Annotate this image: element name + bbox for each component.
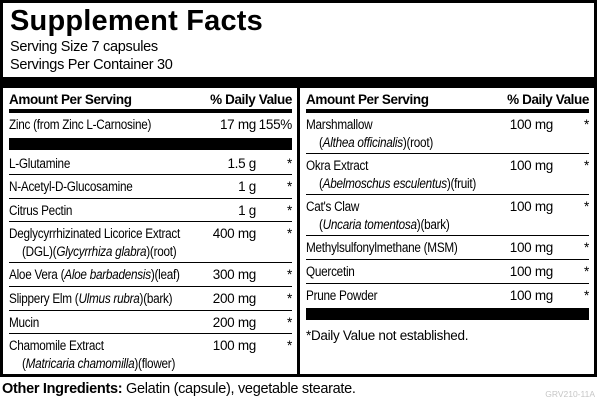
daily-value: * (287, 226, 292, 242)
nutrient-columns: Amount Per Serving % Daily Value Zinc (f… (3, 88, 594, 374)
amount-value: 200 mg (212, 290, 257, 306)
amount-value: 1 g (238, 179, 256, 195)
amount-header: Amount Per Serving (306, 92, 429, 108)
nutrient-name: N-Acetyl-D-Glucosamine (9, 179, 133, 195)
nutrient-name-line2: (Uncaria tomentosa)(bark) (319, 216, 450, 232)
daily-value: * (287, 202, 292, 218)
amount-value: 1.5 g (227, 155, 256, 171)
daily-value: * (584, 199, 589, 215)
top-divider-bar (3, 77, 594, 89)
product-code: GRV210-11A (545, 389, 595, 399)
nutrient-name: Marshmallow (Althea officinalis)(root) (306, 116, 499, 151)
nutrient-name: Methylsulfonylmethane (MSM) (306, 240, 458, 256)
nutrient-name: Cat's Claw (Uncaria tomentosa)(bark) (306, 198, 499, 233)
nutrient-row: Aloe Vera (Aloe barbadensis)(leaf) 300 mg… (9, 262, 292, 286)
amount-value: 400 mg (212, 226, 257, 242)
daily-value: 155% (258, 117, 293, 133)
daily-value: * (584, 240, 589, 256)
daily-value-header: % Daily Value (507, 92, 589, 108)
nutrient-name: Okra Extract (Abelmoschus esculentus)(fru… (306, 157, 499, 192)
daily-value: * (584, 158, 589, 174)
daily-value: * (584, 263, 589, 279)
left-column-rows: Zinc (from Zinc L-Carnosine) 17 mg 155% L-G… (9, 113, 292, 374)
section-bar (9, 137, 292, 150)
nutrient-row: Methylsulfonylmethane (MSM) 100 mg * (306, 235, 589, 259)
nutrient-name: Slippery Elm (Ulmus rubra)(bark) (9, 290, 173, 306)
nutrient-row: Mucin 200 mg * (9, 309, 292, 334)
amount-value: 100 mg (509, 117, 554, 133)
column-divider (297, 88, 300, 374)
daily-value-header: % Daily Value (210, 92, 292, 108)
daily-value: * (287, 267, 292, 283)
daily-value: * (287, 290, 292, 306)
nutrient-name-line2: (Abelmoschus esculentus)(fruit) (319, 175, 477, 191)
amount-value: 100 mg (509, 287, 554, 303)
left-column-header: Amount Per Serving % Daily Value (9, 88, 292, 114)
nutrient-row: Zinc (from Zinc L-Carnosine) 17 mg 155% (9, 113, 292, 136)
nutrient-name: Aloe Vera (Aloe barbadensis)(leaf) (9, 267, 180, 283)
panel-head: Supplement Facts Serving Size 7 capsules… (3, 3, 594, 74)
right-column-header: Amount Per Serving % Daily Value (306, 88, 589, 114)
right-column: Amount Per Serving % Daily Value Marshma… (300, 88, 594, 374)
nutrient-name-line2: (DGL)(Glycyrrhiza glabra)(root) (22, 243, 177, 259)
daily-value: * (287, 179, 292, 195)
nutrient-row: Deglycyrrhizinated Licorice Extract (DGL)… (9, 221, 292, 262)
right-column-rows: Marshmallow (Althea officinalis)(root) 100… (306, 113, 589, 343)
nutrient-name: Quercetin (306, 263, 355, 279)
amount-value: 300 mg (212, 267, 257, 283)
section-bar (306, 308, 589, 321)
nutrient-name: Zinc (from Zinc L-Carnosine) (9, 117, 152, 133)
nutrient-row: Prune Powder 100 mg * (306, 282, 589, 307)
amount-value: 100 mg (509, 263, 554, 279)
servings-per-container-line: Servings Per Container 30 (10, 57, 173, 74)
left-column: Amount Per Serving % Daily Value Zinc (f… (3, 88, 297, 374)
amount-value: 100 mg (212, 338, 257, 354)
nutrient-name: Prune Powder (306, 287, 378, 303)
amount-value: 200 mg (212, 314, 257, 330)
amount-value: 17 mg (219, 117, 256, 133)
nutrient-name: Citrus Pectin (9, 202, 73, 218)
serving-size-line: Serving Size 7 capsules (10, 38, 158, 55)
amount-value: 1 g (238, 202, 256, 218)
facts-panel: Supplement Facts Serving Size 7 capsules… (0, 0, 597, 377)
daily-value: * (287, 155, 292, 171)
nutrient-row: Okra Extract (Abelmoschus esculentus)(fru… (306, 153, 589, 194)
nutrient-name: Deglycyrrhizinated Licorice Extract (DGL)… (9, 225, 202, 260)
daily-value: * (287, 314, 292, 330)
nutrient-name: Chamomile Extract (Matricaria chamomilla)… (9, 337, 202, 372)
amount-value: 100 mg (509, 240, 554, 256)
nutrient-row: Chamomile Extract (Matricaria chamomilla)… (9, 333, 292, 374)
daily-value: * (584, 117, 589, 133)
dv-footnote: *Daily Value not established. (306, 328, 469, 344)
daily-value: * (287, 338, 292, 354)
amount-value: 100 mg (509, 158, 554, 174)
nutrient-name-line2: (Althea officinalis)(root) (319, 134, 433, 150)
nutrient-row: N-Acetyl-D-Glucosamine 1 g * (9, 174, 292, 198)
nutrient-name-line2: (Matricaria chamomilla)(flower) (22, 355, 176, 371)
nutrient-row: L-Glutamine 1.5 g * (9, 152, 292, 175)
panel-title: Supplement Facts (10, 5, 263, 37)
other-ingredients-label: Other Ingredients: (2, 381, 123, 397)
nutrient-row: Citrus Pectin 1 g * (9, 197, 292, 222)
daily-value: * (584, 287, 589, 303)
other-ingredients-text: Gelatin (capsule), vegetable stearate. (122, 381, 356, 397)
nutrient-row: Cat's Claw (Uncaria tomentosa)(bark) 100 m… (306, 194, 589, 235)
amount-value: 100 mg (509, 199, 554, 215)
nutrient-row: Quercetin 100 mg * (306, 258, 589, 283)
nutrient-row: Slippery Elm (Ulmus rubra)(bark) 200 mg * (9, 285, 292, 310)
nutrient-row: Marshmallow (Althea officinalis)(root) 100… (306, 113, 589, 153)
nutrient-name: Mucin (9, 314, 40, 330)
other-ingredients: Other Ingredients: Gelatin (capsule), ve… (2, 381, 598, 399)
nutrient-name: L-Glutamine (9, 155, 71, 171)
amount-header: Amount Per Serving (9, 92, 132, 108)
